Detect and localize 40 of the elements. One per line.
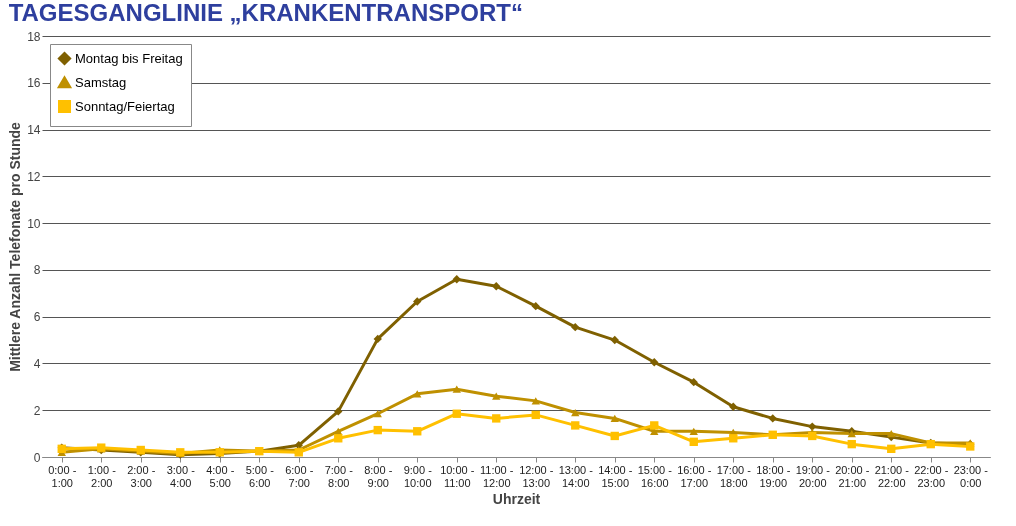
x-axis-title: Uhrzeit — [492, 490, 541, 507]
y-tick-label: 14 — [27, 123, 41, 138]
x-tick-label: 6:00 - 7:00 — [285, 463, 314, 489]
x-tick-label: 21:00 - 22:00 — [874, 463, 910, 489]
x-tick-label: 0:00 - 1:00 — [48, 463, 77, 489]
x-tick-label: 20:00 - 21:00 — [835, 463, 870, 489]
legend-label: Sonntag/Feiertag — [75, 98, 175, 114]
y-tick-label: 8 — [33, 263, 41, 278]
y-tick-label: 16 — [27, 76, 41, 91]
x-tick-label: 3:00 - 4:00 — [166, 463, 196, 489]
x-tick-label: 8:00 - 9:00 — [364, 463, 393, 489]
x-tick-label: 11:00 - 12:00 — [480, 463, 514, 489]
x-tick-label: 17:00 - 18:00 — [716, 463, 752, 489]
y-tick-label: 0 — [33, 450, 41, 465]
x-tick-label: 2:00 - 3:00 — [127, 463, 156, 489]
y-axis-title: Mittlere Anzahl Telefonate pro Stunde — [7, 121, 24, 372]
x-tick-label: 7:00 - 8:00 — [324, 463, 354, 489]
x-tick-label: 1:00 - 2:00 — [87, 463, 117, 489]
y-tick-label: 4 — [33, 356, 41, 371]
x-tick-label: 5:00 - 6:00 — [245, 463, 275, 489]
x-tick-label: 14:00 - 15:00 — [598, 463, 633, 489]
x-tick-label: 12:00 - 13:00 — [519, 463, 554, 489]
y-tick-label: 2 — [33, 403, 41, 418]
x-tick-label: 18:00 - 19:00 — [756, 463, 791, 489]
x-tick-label: 13:00 - 14:00 — [558, 463, 594, 489]
x-tick-label: 9:00 - 10:00 — [403, 463, 433, 489]
x-tick-label: 16:00 - 17:00 — [677, 463, 712, 489]
legend-label: Samstag — [75, 74, 127, 90]
x-tick-label: 19:00 - 20:00 — [795, 463, 831, 489]
x-tick-label: 23:00 - 0:00 — [953, 463, 989, 489]
y-tick-label: 6 — [33, 310, 41, 325]
y-tick-label: 18 — [27, 29, 41, 44]
legend-label: Montag bis Freitag — [75, 50, 183, 66]
x-tick-label: 4:00 - 5:00 — [206, 463, 235, 489]
x-tick-label: 15:00 - 16:00 — [637, 463, 673, 489]
y-tick-label: 10 — [27, 216, 41, 231]
x-tick-label: 10:00 - 11:00 — [440, 463, 475, 489]
x-tick-label: 22:00 - 23:00 — [914, 463, 949, 489]
chart-title: TAGESGANGLINIE „KRANKENTRANSPORT“ — [8, 0, 523, 26]
y-tick-label: 12 — [27, 169, 41, 184]
